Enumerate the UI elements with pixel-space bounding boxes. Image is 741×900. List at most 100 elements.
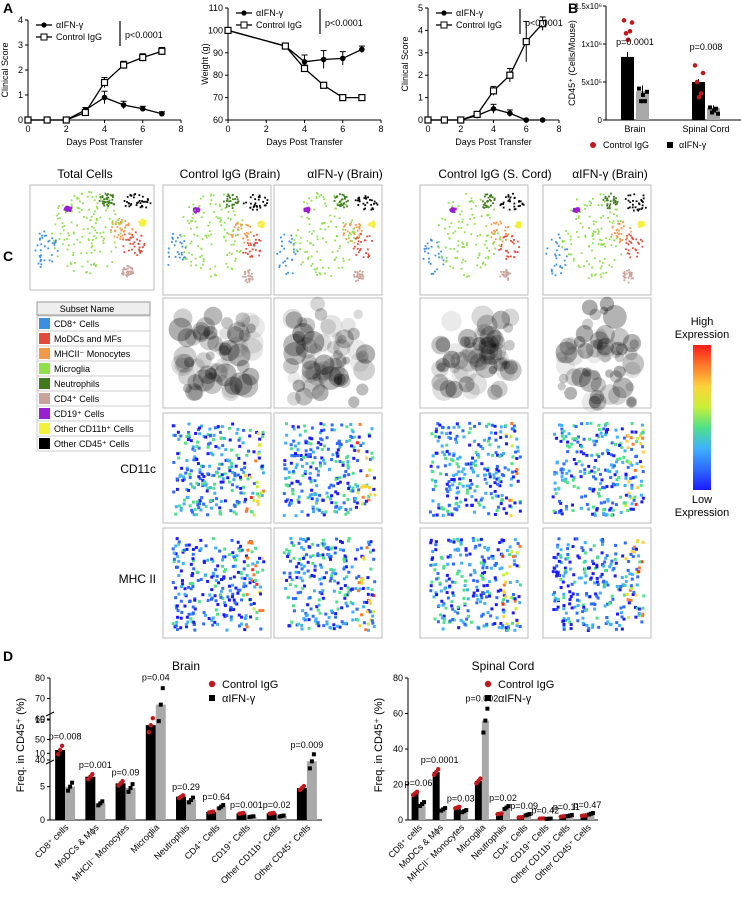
tsne-point <box>451 618 455 622</box>
density-blob <box>221 353 234 366</box>
tsne-point <box>308 436 312 440</box>
tsne-point <box>479 233 482 236</box>
y-axis-label: Freq. in CD45⁺ (%) <box>373 698 385 792</box>
tsne-point <box>459 541 463 545</box>
density-blob <box>221 382 240 402</box>
tsne-point <box>285 433 289 437</box>
tsne-point <box>359 248 362 250</box>
tsne-point <box>83 216 85 218</box>
density-blob <box>624 361 641 379</box>
tsne-point <box>229 218 232 221</box>
tsne-point <box>580 495 584 499</box>
tsne-point <box>475 601 479 605</box>
tsne-point <box>467 431 471 435</box>
tsne-point <box>451 211 454 213</box>
density-blob <box>210 362 219 371</box>
tsne-point <box>251 278 254 281</box>
dot-control <box>623 31 629 36</box>
tsne-point <box>184 256 186 259</box>
tsne-point <box>606 203 609 206</box>
tsne-point <box>465 193 468 195</box>
tsne-point <box>340 202 343 205</box>
tsne-point <box>477 443 481 447</box>
tsne-point <box>301 556 305 560</box>
tsne-point <box>299 248 302 251</box>
tsne-point <box>483 243 486 246</box>
tsne-point <box>479 444 483 448</box>
tsne-point <box>309 448 313 452</box>
tsne-point <box>325 205 328 207</box>
tsne-point <box>513 554 517 558</box>
tsne-point <box>566 543 570 547</box>
tsne-point <box>258 196 261 198</box>
tsne-point <box>562 622 566 626</box>
tsne-point <box>261 489 265 493</box>
tsne-point <box>227 598 231 602</box>
tsne-point <box>618 222 621 225</box>
tsne-point <box>481 591 485 595</box>
data-point <box>62 116 70 124</box>
tsne-point <box>456 570 460 574</box>
tsne-point <box>441 603 445 607</box>
tsne-point <box>579 222 582 225</box>
tsne-point <box>74 262 76 264</box>
tsne-point <box>627 199 630 202</box>
tsne-point <box>603 583 607 587</box>
tsne-point <box>257 196 260 198</box>
tsne-point <box>254 242 257 244</box>
tsne-point <box>640 431 644 435</box>
tsne-point <box>187 430 191 434</box>
tsne-point <box>471 470 475 474</box>
dot-aifn <box>100 799 105 804</box>
tsne-point <box>350 444 354 448</box>
tsne-point <box>445 591 449 595</box>
tsne-point <box>319 228 322 230</box>
tsne-point <box>587 566 591 570</box>
tsne-point <box>227 210 230 213</box>
tsne-point <box>472 510 476 514</box>
tsne-point <box>641 222 644 225</box>
tsne-point <box>223 568 227 572</box>
data-point <box>522 37 530 46</box>
tsne-point <box>338 245 341 247</box>
tsne-point <box>637 554 641 558</box>
tsne-point <box>348 258 351 261</box>
tsne-point <box>604 245 607 248</box>
tsne-point <box>310 488 314 492</box>
tsne-point <box>125 238 128 241</box>
tsne-point <box>221 558 225 562</box>
legend-label: αIFN-γ <box>256 8 284 18</box>
tsne-point <box>483 195 486 198</box>
density-blob <box>478 336 497 355</box>
tsne-point <box>177 592 181 596</box>
tsne-point <box>285 578 289 582</box>
tsne-point <box>494 494 498 498</box>
tsne-point <box>505 235 508 237</box>
tsne-point <box>214 265 217 268</box>
tsne-point <box>630 586 634 590</box>
tsne-point <box>171 622 175 626</box>
tsne-point <box>228 608 232 612</box>
y-tick-label: 20 <box>393 780 403 790</box>
tsne-point <box>168 255 171 258</box>
tsne-point <box>174 624 178 628</box>
dot-aifn <box>281 813 286 818</box>
tsne-point <box>127 265 130 268</box>
tsne-point <box>300 263 303 266</box>
tsne-point <box>240 250 242 252</box>
tsne-point <box>194 257 197 260</box>
tsne-point <box>500 245 503 248</box>
tsne-point <box>179 569 183 573</box>
tsne-point <box>338 480 342 484</box>
tsne-point <box>40 234 43 237</box>
tsne-point <box>564 611 568 615</box>
tsne-point <box>243 628 247 632</box>
density-blob <box>301 366 319 383</box>
density-blob <box>310 296 325 312</box>
dot-aifn <box>716 111 720 116</box>
tsne-point <box>478 503 482 507</box>
tsne-point <box>489 216 491 219</box>
tsne-point <box>317 603 321 607</box>
tsne-point <box>325 241 327 243</box>
tsne-point <box>236 198 239 201</box>
